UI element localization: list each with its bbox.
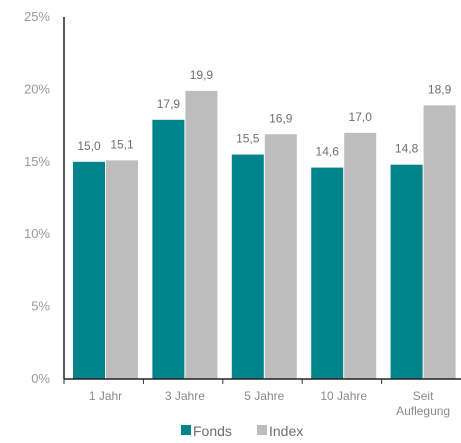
y-tick-label: 5% [31, 299, 50, 314]
data-label-index-2: 16,9 [269, 111, 293, 125]
y-tick-label: 25% [24, 9, 50, 24]
legend-swatch-index [257, 425, 267, 435]
legend-label-index: Index [269, 423, 303, 439]
x-category-label: 3 Jahre [165, 389, 205, 403]
bar-index-0 [106, 160, 138, 379]
bar-index-4 [423, 105, 456, 379]
x-category-label: 5 Jahre [244, 389, 284, 403]
legend-label-fonds: Fonds [193, 423, 232, 439]
data-label-index-4: 18,9 [428, 82, 452, 96]
data-labels: 15,0 15,1 17,9 19,9 15,5 16,9 14,6 17,0 14,8 18,9 [77, 68, 451, 159]
data-label-fonds-3: 14,6 [316, 145, 340, 159]
bar-index-1 [185, 90, 218, 380]
x-category-label: 1 Jahr [89, 389, 122, 403]
x-category-label: Seit Auflegung [396, 389, 450, 418]
data-label-fonds-4: 14,8 [395, 142, 419, 156]
bar-fonds-0 [73, 161, 105, 379]
data-label-fonds-1: 17,9 [157, 97, 181, 111]
y-tick-label: 0% [31, 371, 50, 386]
bar-fonds-3 [311, 167, 344, 379]
y-tick-label: 10% [24, 226, 50, 241]
bars [73, 90, 456, 380]
y-tick-label: 15% [24, 154, 50, 169]
bar-index-2 [264, 134, 297, 379]
data-label-index-0: 15,1 [110, 137, 134, 151]
bar-index-3 [344, 132, 377, 379]
bar-fonds-4 [390, 164, 423, 379]
bar-fonds-2 [231, 154, 264, 379]
data-label-index-3: 17,0 [349, 110, 373, 124]
axes [63, 17, 461, 380]
legend-swatch-fonds [181, 425, 191, 435]
data-label-fonds-0: 15,0 [77, 139, 101, 153]
data-label-index-1: 19,9 [190, 68, 214, 82]
y-tick-label: 20% [24, 81, 50, 96]
x-category-label: 10 Jahre [320, 389, 367, 403]
y-axis-ticks: 0% 5% 10% 15% 20% 25% [24, 9, 50, 386]
legend: Fonds Index [181, 423, 303, 439]
data-label-fonds-2: 15,5 [236, 132, 260, 146]
x-axis-labels: 1 Jahr 3 Jahre 5 Jahre 10 Jahre Seit Auflegun… [63, 379, 450, 418]
bar-fonds-1 [152, 119, 185, 380]
